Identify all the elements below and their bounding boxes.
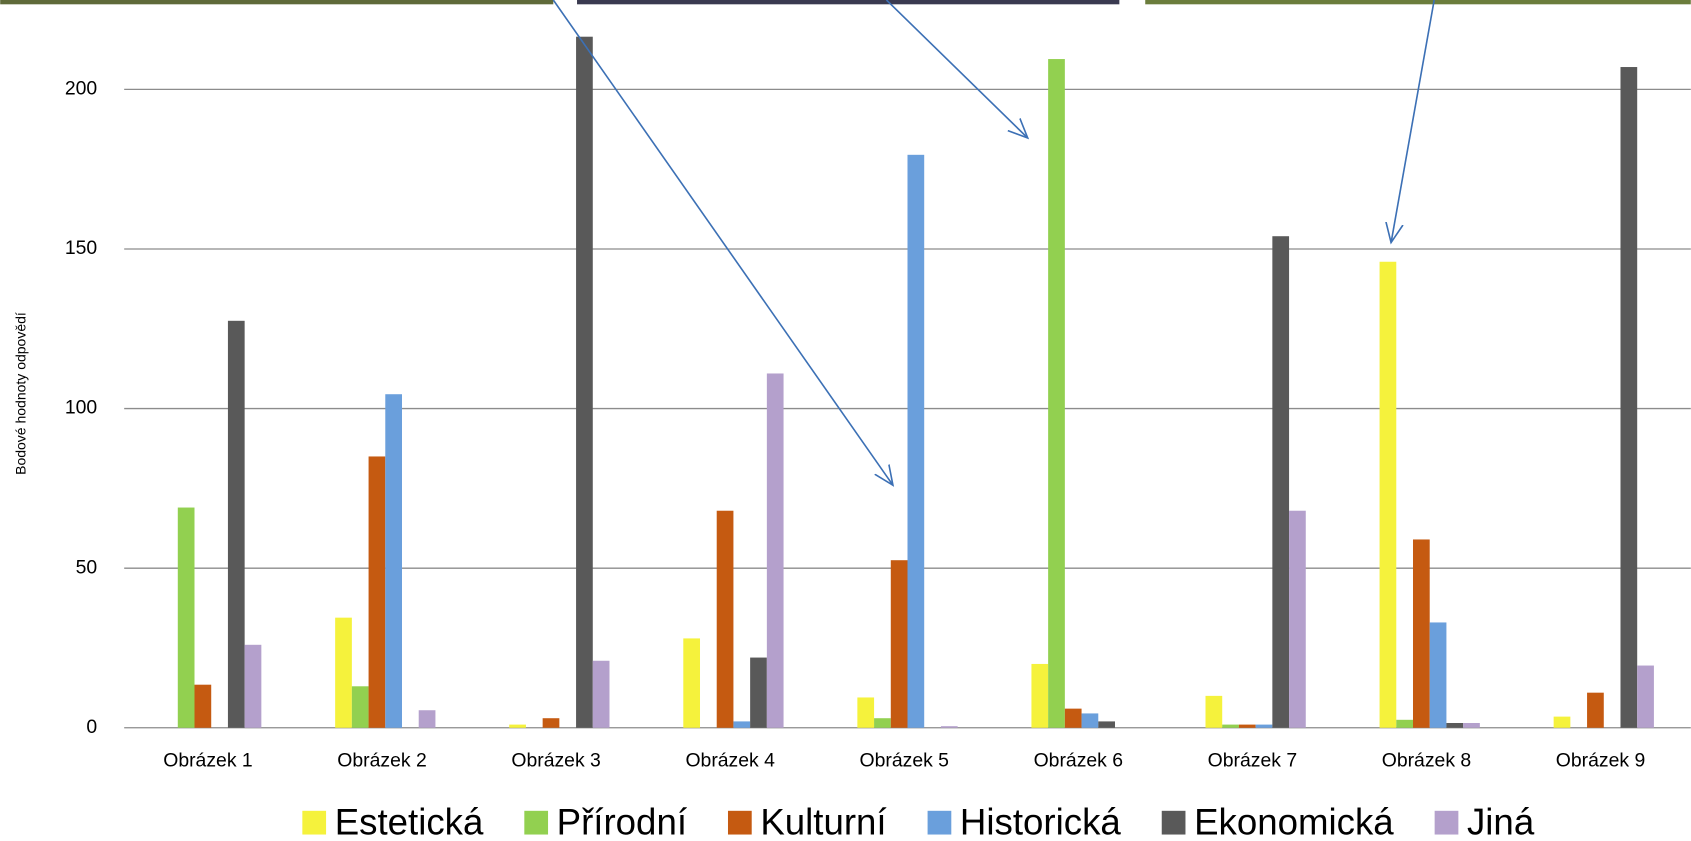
plot-area: 0 50 100 150 200 Obrázek 1 Obrázek 2 Obrázek 3 O… [65, 36, 1691, 771]
y-tick-label: 200 [65, 78, 98, 100]
bar [1098, 721, 1115, 728]
bar [509, 724, 526, 728]
arrow [885, 0, 1027, 138]
bar [542, 718, 560, 728]
bar [1463, 723, 1480, 728]
x-tick-label: Obrázek 8 [1382, 749, 1471, 771]
legend-label: Ekonomická [1194, 802, 1394, 841]
x-tick-label: Obrázek 7 [1208, 749, 1297, 771]
legend-label: Historická [960, 802, 1121, 841]
x-tick-label: Obrázek 5 [860, 749, 949, 771]
photo-strip [577, 0, 1120, 5]
bar [766, 373, 784, 728]
bar [1379, 261, 1397, 728]
bar [418, 710, 436, 728]
bar [890, 560, 908, 728]
bar [1553, 716, 1571, 728]
bar [576, 36, 593, 728]
bar [177, 507, 195, 728]
bar [733, 721, 751, 728]
legend-swatch [1161, 810, 1186, 835]
legend-swatch [727, 810, 752, 835]
bar [244, 644, 262, 728]
bar [194, 684, 212, 728]
bar [385, 394, 402, 728]
bar [368, 456, 386, 728]
bar [1255, 724, 1273, 728]
bar [940, 726, 958, 728]
bar [683, 638, 701, 728]
bar [1222, 724, 1239, 728]
legend-swatch [302, 810, 327, 835]
bar [1620, 67, 1638, 728]
legend-swatch [524, 810, 549, 835]
bar [1412, 539, 1430, 728]
x-tick-label: Obrázek 6 [1034, 749, 1123, 771]
x-tick-label: Obrázek 4 [685, 749, 775, 771]
y-tick-label: 50 [76, 556, 98, 578]
bar [874, 718, 891, 728]
bar [1238, 724, 1256, 728]
bar [1429, 622, 1447, 728]
x-tick-label: Obrázek 1 [163, 749, 252, 771]
bar [592, 660, 610, 728]
y-axis-label: Bodové hodnoty odpovědí [12, 312, 28, 475]
bar [907, 154, 925, 728]
bar [716, 510, 734, 728]
bar [227, 320, 245, 728]
legend-label: Přírodní [557, 802, 687, 841]
bar [857, 697, 875, 728]
arrow [1391, 0, 1435, 243]
photo-strip [1145, 0, 1691, 5]
bar [1396, 719, 1413, 728]
photo-strip [0, 0, 554, 5]
bar [1289, 510, 1306, 728]
bar [1446, 723, 1464, 728]
bar [1048, 59, 1065, 728]
x-tick-label: Obrázek 9 [1556, 749, 1645, 771]
legend: Estetická Přírodní Kulturní Historická Ekono… [302, 802, 1535, 841]
bar [335, 617, 352, 728]
bar [1031, 663, 1049, 728]
y-tick-label: 0 [86, 716, 97, 738]
x-tick-label: Obrázek 3 [511, 749, 600, 771]
bar [1272, 236, 1290, 728]
bar [1587, 692, 1604, 728]
bar [351, 686, 369, 728]
bar [1205, 695, 1223, 728]
legend-label: Estetická [335, 802, 484, 841]
legend-swatch [1434, 810, 1459, 835]
legend-label: Kulturní [760, 802, 886, 841]
bar [1081, 713, 1099, 728]
y-tick-label: 150 [65, 237, 98, 259]
bar [750, 657, 767, 728]
legend-swatch [927, 810, 952, 835]
x-tick-label: Obrázek 2 [337, 749, 426, 771]
arrow [552, 0, 893, 485]
legend-label: Jiná [1467, 802, 1535, 841]
bar [1064, 708, 1082, 728]
y-tick-label: 100 [65, 397, 98, 419]
bar [1637, 665, 1654, 728]
